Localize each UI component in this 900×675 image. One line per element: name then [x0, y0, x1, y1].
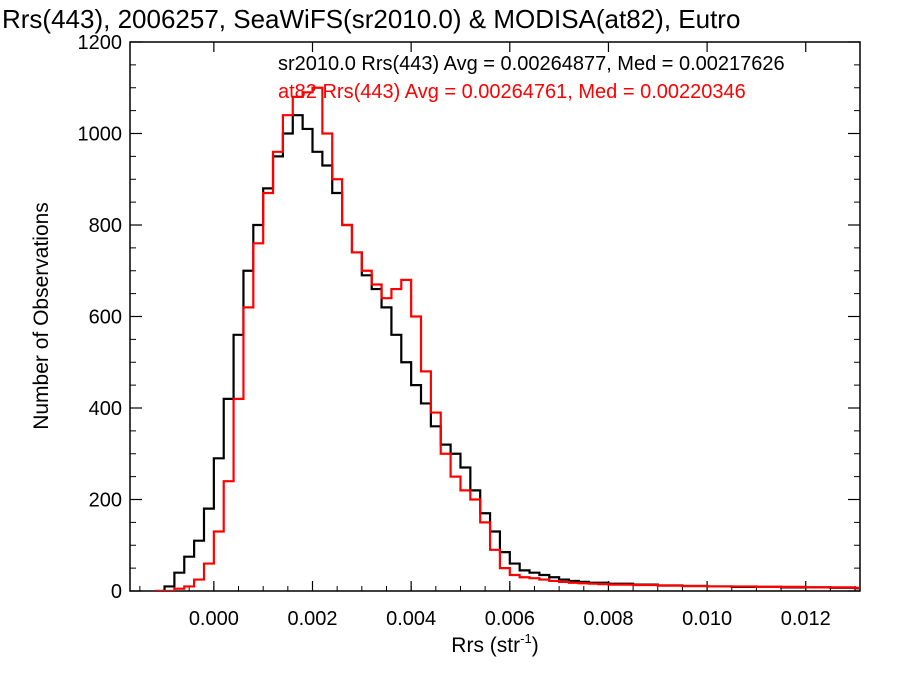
series-line-at82 [154, 86, 860, 591]
x-axis: 0.000 0.002 0.004 0.006 0.008 0.010 0.012 [139, 42, 856, 630]
chart-title: Rrs(443), 2006257, SeaWiFS(sr2010.0) & M… [2, 4, 740, 34]
x-tick-label: 0.006 [485, 608, 535, 630]
series-layer [154, 86, 860, 591]
x-tick-label: 0.004 [386, 608, 436, 630]
legend-entry-sr2010: sr2010.0 Rrs(443) Avg = 0.00264877, Med … [278, 53, 785, 75]
x-axis-label-base: Rrs (str [451, 634, 520, 657]
x-tick-label: 0.010 [682, 608, 732, 630]
series-line-sr2010 [154, 114, 860, 591]
x-tick-label: 0.002 [287, 608, 337, 630]
plot-frame [129, 41, 861, 592]
y-tick-label: 200 [89, 490, 122, 512]
y-axis-label: Number of Observations [30, 202, 53, 430]
x-axis-label-sup: -1 [520, 631, 532, 646]
y-tick-label: 600 [89, 307, 122, 329]
y-tick-label: 1000 [78, 124, 123, 146]
x-axis-label-close: ) [532, 634, 539, 657]
x-tick-label: 0.008 [583, 608, 633, 630]
x-tick-label: 0.000 [189, 608, 239, 630]
y-tick-label: 1200 [78, 32, 123, 54]
y-axis: 0 200 400 600 800 1000 1200 [78, 32, 860, 603]
x-tick-label: 0.012 [781, 608, 831, 630]
x-axis-label: Rrs (str-1) [451, 631, 538, 657]
y-tick-label: 0 [111, 581, 122, 603]
legend-entry-at82: at82 Rrs(443) Avg = 0.00264761, Med = 0.… [278, 81, 746, 103]
y-tick-label: 800 [89, 215, 122, 237]
y-tick-label: 400 [89, 398, 122, 420]
